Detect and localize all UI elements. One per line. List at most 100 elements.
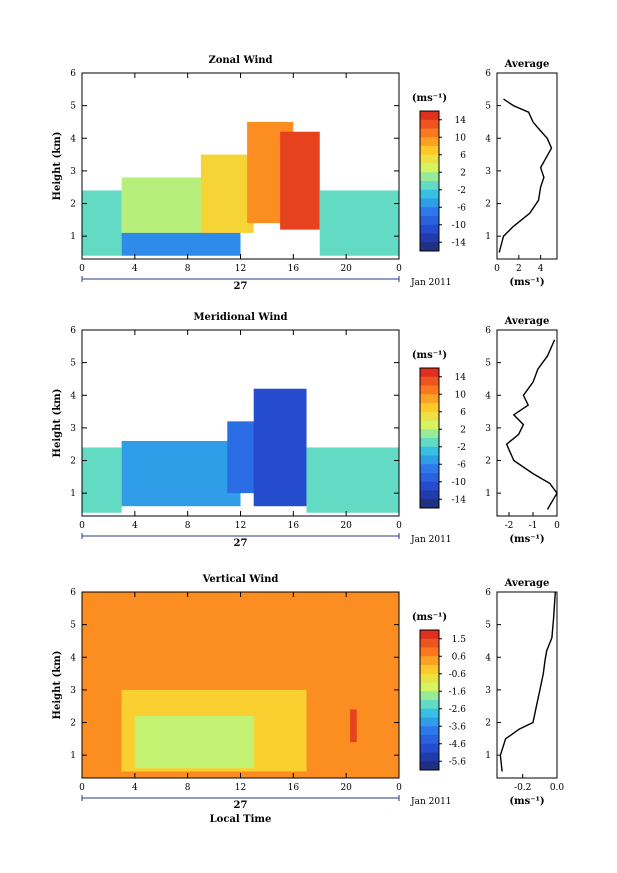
colorbar-tick-label: -6 <box>457 460 466 470</box>
y-tick-label: 4 <box>70 391 76 401</box>
x-tick-label: 0.0 <box>550 783 565 793</box>
colorbar-segment <box>420 146 439 156</box>
colorbar-segment <box>420 438 439 448</box>
heatmap-cell <box>319 190 399 256</box>
colorbar-frame <box>419 110 440 252</box>
x-tick-label: 12 <box>235 783 246 793</box>
y-tick-label: 2 <box>70 719 76 729</box>
colorbar-segment <box>420 752 439 762</box>
colorbar-unit: (ms⁻¹) <box>412 350 447 361</box>
colorbar-segment <box>420 198 439 208</box>
colorbar-tick-label: 2 <box>460 168 466 178</box>
x-tick-label: 8 <box>185 264 191 274</box>
colorbar-segment <box>420 242 439 252</box>
colorbar-tick-label: -5.6 <box>449 757 467 767</box>
panel-title: Meridional Wind <box>193 312 287 323</box>
y-axis-label: Height (km) <box>52 389 63 458</box>
colorbar-tick-label: -4.6 <box>449 740 467 750</box>
colorbar-frame <box>419 629 440 771</box>
x-tick-label: 20 <box>340 264 352 274</box>
x-tick-label: 2 <box>516 264 522 274</box>
y-tick-label: 1 <box>70 232 76 242</box>
heatmap-cells <box>82 592 399 778</box>
colorbar-tick-label: -10 <box>452 478 467 488</box>
y-tick-label: 6 <box>485 326 491 336</box>
colorbar-segment <box>420 154 439 164</box>
y-tick-label: 6 <box>70 588 76 598</box>
x-axis-label: (ms⁻¹) <box>509 796 544 807</box>
colorbar-segment <box>420 455 439 465</box>
y-tick-label: 1 <box>485 489 491 499</box>
y-tick-label: 4 <box>485 653 491 663</box>
y-tick-label: 2 <box>70 457 76 467</box>
y-tick-label: 3 <box>485 686 491 696</box>
colorbar-segment <box>420 464 439 474</box>
y-tick-label: 4 <box>70 134 76 144</box>
y-tick-label: 4 <box>485 391 491 401</box>
average-panel-1: Average 1 2 3 4 5 6 -2 -1 0 (ms⁻¹) <box>485 316 560 545</box>
heatmap-cell <box>134 716 254 769</box>
colorbar-segment <box>420 665 439 675</box>
x-axis-label: Local Time <box>210 814 272 825</box>
colorbar-tick-label: 0.6 <box>452 652 467 662</box>
y-tick-label: 1 <box>485 751 491 761</box>
x-tick-label: 0 <box>79 264 85 274</box>
date-label: 27 <box>234 800 248 811</box>
colorbar-segment <box>420 233 439 243</box>
heatmap-cell <box>280 131 320 230</box>
colorbar-tick-label: -6 <box>457 203 466 213</box>
x-tick-label: 8 <box>185 521 191 531</box>
colorbar-segment <box>420 682 439 692</box>
colorbar-segment <box>420 638 439 648</box>
colorbar-tick-label: -0.6 <box>449 670 467 680</box>
x-tick-label: 4 <box>538 264 544 274</box>
colorbar-tick-label: -2 <box>457 443 466 453</box>
colorbar-segment <box>420 368 439 378</box>
colorbar-segment <box>420 411 439 421</box>
colorbar-tick-label: -3.6 <box>449 722 467 732</box>
heatmap-cell <box>82 190 122 256</box>
panel-title: Zonal Wind <box>208 55 272 66</box>
colorbar-segment <box>420 207 439 217</box>
plot-frame <box>496 329 558 517</box>
colorbar-segment <box>420 481 439 491</box>
x-tick-label: 0 <box>396 521 402 531</box>
y-tick-label: 2 <box>485 457 491 467</box>
colorbar-tick-label: 2 <box>460 425 466 435</box>
colorbar-segment <box>420 403 439 413</box>
colorbar-segment <box>420 394 439 404</box>
panel-title: Vertical Wind <box>202 574 279 585</box>
y-tick-label: 1 <box>70 489 76 499</box>
x-tick-label: 16 <box>288 264 300 274</box>
average-panel-0: Average 1 2 3 4 5 6 0 2 4 (ms⁻¹) <box>485 59 558 288</box>
heatmap-cell <box>121 232 241 256</box>
y-tick-label: 3 <box>485 167 491 177</box>
x-tick-label: 16 <box>288 783 300 793</box>
colorbar-segment <box>420 446 439 456</box>
average-profile-line <box>499 591 556 772</box>
x-tick-label: 0 <box>494 264 500 274</box>
y-tick-label: 5 <box>485 359 491 369</box>
colorbar-segment <box>420 119 439 129</box>
colorbar-segment <box>420 490 439 500</box>
y-tick-label: 4 <box>70 653 76 663</box>
colorbar-segment <box>420 743 439 753</box>
y-tick-label: 3 <box>70 686 76 696</box>
heatmap-cells <box>82 121 399 256</box>
x-tick-label: 4 <box>132 521 138 531</box>
colorbar-segment <box>420 708 439 718</box>
colorbar-frame <box>419 367 440 509</box>
colorbar-tick-label: 14 <box>455 373 467 383</box>
colorbar-segment <box>420 420 439 430</box>
colorbar-unit: (ms⁻¹) <box>412 93 447 104</box>
colorbar-tick-label: 14 <box>455 116 467 126</box>
y-tick-label: 6 <box>485 588 491 598</box>
x-tick-label: 0 <box>79 783 85 793</box>
x-tick-label: 0 <box>396 783 402 793</box>
colorbar-segment <box>420 717 439 727</box>
colorbar-tick-label: 10 <box>455 133 467 143</box>
y-tick-label: 5 <box>485 621 491 631</box>
y-tick-label: 6 <box>70 69 76 79</box>
